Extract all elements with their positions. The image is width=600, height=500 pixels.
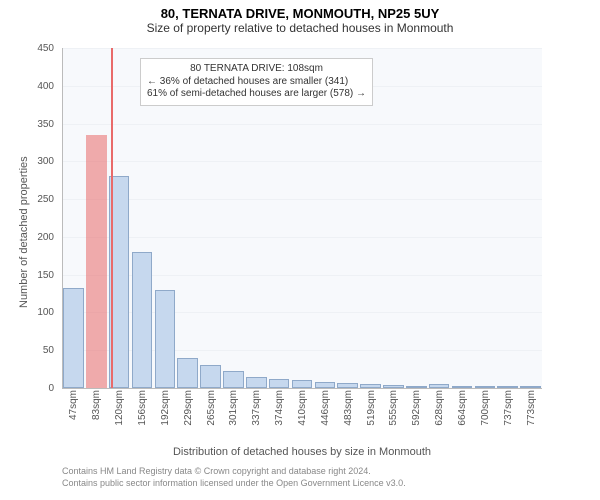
histogram-bar	[132, 252, 153, 388]
y-tick-label: 400	[0, 81, 54, 92]
histogram-bar	[200, 365, 221, 388]
x-tick-label: 301sqm	[228, 390, 239, 440]
x-tick-label: 47sqm	[68, 390, 79, 440]
y-tick-label: 100	[0, 307, 54, 318]
histogram-bar	[337, 383, 358, 388]
histogram-bar	[383, 385, 404, 388]
x-tick-label: 265sqm	[206, 390, 217, 440]
gridline	[62, 48, 542, 49]
x-tick-label: 773sqm	[526, 390, 537, 440]
gridline	[62, 124, 542, 125]
x-tick-label: 628sqm	[434, 390, 445, 440]
histogram-bar	[475, 386, 496, 388]
x-tick-label: 592sqm	[411, 390, 422, 440]
x-tick-label: 120sqm	[114, 390, 125, 440]
histogram-bar	[429, 384, 450, 388]
x-tick-label: 555sqm	[388, 390, 399, 440]
y-tick-label: 50	[0, 345, 54, 356]
annotation-box: 80 TERNATA DRIVE: 108sqm← 36% of detache…	[140, 58, 373, 106]
annotation-line: 80 TERNATA DRIVE: 108sqm	[147, 63, 366, 76]
gridline	[62, 237, 542, 238]
x-tick-label: 737sqm	[503, 390, 514, 440]
y-tick-label: 350	[0, 119, 54, 130]
gridline	[62, 161, 542, 162]
x-axis-title: Distribution of detached houses by size …	[62, 446, 542, 458]
histogram-bar	[360, 384, 381, 388]
histogram-bar	[155, 290, 176, 388]
x-tick-label: 410sqm	[297, 390, 308, 440]
page-title: 80, TERNATA DRIVE, MONMOUTH, NP25 5UY	[0, 0, 600, 21]
y-tick-label: 450	[0, 43, 54, 54]
page-subtitle: Size of property relative to detached ho…	[0, 21, 600, 35]
histogram-bar	[177, 358, 198, 388]
histogram-bar	[269, 379, 290, 388]
x-tick-label: 700sqm	[480, 390, 491, 440]
footer-line-2: Contains public sector information licen…	[62, 478, 406, 490]
histogram-bar	[452, 386, 473, 388]
x-tick-label: 664sqm	[457, 390, 468, 440]
histogram-bar	[520, 386, 541, 388]
y-tick-label: 0	[0, 383, 54, 394]
property-marker-line	[111, 48, 113, 388]
y-axis-title: Number of detached properties	[18, 156, 30, 308]
x-tick-label: 483sqm	[343, 390, 354, 440]
x-tick-label: 519sqm	[366, 390, 377, 440]
x-tick-label: 156sqm	[137, 390, 148, 440]
annotation-line: ← 36% of detached houses are smaller (34…	[147, 76, 366, 89]
x-tick-label: 374sqm	[274, 390, 285, 440]
x-tick-label: 83sqm	[91, 390, 102, 440]
x-tick-label: 192sqm	[160, 390, 171, 440]
histogram-bar	[86, 135, 107, 388]
plot-area: 05010015020025030035040045047sqm83sqm120…	[62, 48, 542, 388]
histogram-bar	[497, 386, 518, 388]
x-axis-line	[62, 388, 542, 389]
chart-container: 05010015020025030035040045047sqm83sqm120…	[0, 48, 600, 478]
histogram-bar	[292, 380, 313, 388]
gridline	[62, 199, 542, 200]
histogram-bar	[315, 382, 336, 388]
histogram-bar	[406, 386, 427, 388]
histogram-bar	[223, 371, 244, 388]
histogram-bar	[246, 377, 267, 388]
footer-line-1: Contains HM Land Registry data © Crown c…	[62, 466, 406, 478]
x-tick-label: 229sqm	[183, 390, 194, 440]
histogram-bar	[63, 288, 84, 388]
annotation-line: 61% of semi-detached houses are larger (…	[147, 88, 366, 101]
x-tick-label: 337sqm	[251, 390, 262, 440]
footer: Contains HM Land Registry data © Crown c…	[62, 466, 406, 489]
x-tick-label: 446sqm	[320, 390, 331, 440]
